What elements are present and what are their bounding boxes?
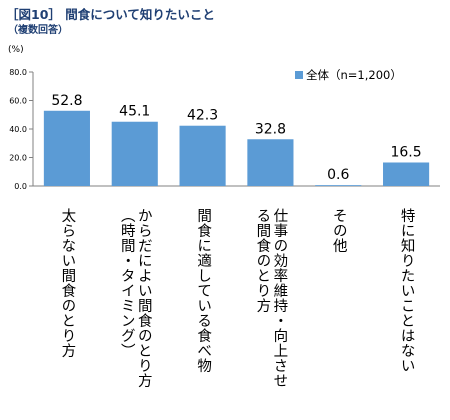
- category-label: 仕事の効率維持・向上させ る間食のとり方: [254, 208, 288, 388]
- y-tick-label: 80.0: [9, 68, 27, 77]
- category-label: 間食に適している食べ物: [195, 208, 212, 373]
- bar: [383, 162, 430, 186]
- category-label: その他: [330, 208, 347, 253]
- data-label: 52.8: [51, 93, 82, 109]
- y-unit-label: (%): [8, 45, 24, 55]
- data-label: 45.1: [119, 104, 150, 120]
- bars: [43, 110, 430, 186]
- category-label: 太らない間食のとり方: [59, 208, 76, 358]
- bar: [247, 139, 294, 186]
- y-tick-label: 20.0: [9, 154, 27, 163]
- bar: [179, 125, 226, 186]
- category-label: からだによい間食のとり方 （時間・タイミング）: [118, 208, 152, 388]
- chart-title: ［図10］ 間食について知りたいこと: [6, 7, 215, 22]
- category-label: 特に知りたいことはない: [398, 208, 415, 373]
- y-tick-label: 0.0: [14, 182, 27, 191]
- y-tick-label: 60.0: [9, 97, 27, 106]
- data-label: 16.5: [390, 144, 421, 160]
- legend-swatch: [295, 71, 303, 79]
- legend-label: 全体（n=1,200）: [306, 68, 402, 82]
- y-axis: 0.0 20.0 40.0 60.0 80.0: [9, 68, 440, 191]
- bar: [111, 121, 158, 186]
- chart-subtitle: （複数回答）: [8, 25, 68, 36]
- data-labels: 52.8 45.1 42.3 32.8 0.6 16.5: [51, 93, 421, 183]
- data-label: 32.8: [255, 121, 286, 137]
- bar: [315, 185, 362, 186]
- data-label: 42.3: [187, 108, 218, 124]
- bar: [43, 110, 90, 186]
- y-tick-label: 40.0: [9, 125, 27, 134]
- legend: 全体（n=1,200）: [295, 68, 402, 82]
- data-label: 0.6: [327, 167, 349, 183]
